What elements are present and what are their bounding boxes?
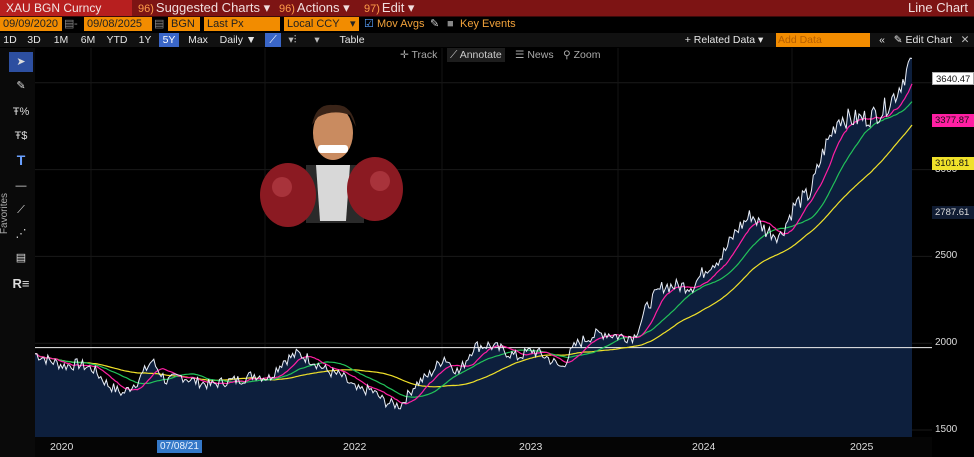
percent-tool-icon[interactable]: Ŧ% <box>12 106 30 118</box>
range-5y[interactable]: 5Y <box>159 33 179 47</box>
y-tick-label: 1500 <box>935 424 958 436</box>
x-axis: 2020 07/08/21 2022 2023 2024 2025 <box>35 437 932 457</box>
last-price-tag: 3640.47 <box>932 72 974 85</box>
suggested-charts-menu[interactable]: 96) Suggested Charts ▾ <box>132 0 282 16</box>
start-date-field[interactable]: 09/09/2020 <box>0 17 62 31</box>
collapse-icon[interactable]: « <box>879 34 885 46</box>
date-separator: - <box>74 18 78 30</box>
boxer-cartoon-image <box>260 104 403 227</box>
ruler-tool-icon[interactable]: R≡ <box>12 276 30 291</box>
actions-menu[interactable]: 96) Actions ▾ <box>273 0 367 16</box>
zoom-button[interactable]: ⚲ Zoom <box>563 49 601 61</box>
security-ticker[interactable]: XAU BGN Curncy <box>0 0 140 16</box>
x-tick-label: 2020 <box>50 441 74 453</box>
pen-tool-icon[interactable]: ✎ <box>16 80 26 92</box>
channel-tool-icon[interactable]: ⋰ <box>15 228 27 240</box>
text-tool-icon[interactable]: T <box>16 152 26 168</box>
pencil-icon[interactable]: ✎ <box>430 18 440 30</box>
key-events-checkbox[interactable]: ■ <box>447 18 454 30</box>
calendar-icon[interactable]: ▤ <box>64 18 75 30</box>
x-tick-label: 2024 <box>692 441 716 453</box>
field-select[interactable]: Last Px <box>204 17 280 31</box>
parameters-bar: 09/09/2020 ▤ - 09/08/2025 ▤ BGN Last Px … <box>0 17 974 32</box>
key-events-label[interactable]: Key Events <box>460 18 516 30</box>
table-button[interactable]: Table <box>339 34 365 46</box>
range-6m[interactable]: 6M <box>80 34 96 46</box>
news-button[interactable]: ☰ News <box>515 49 554 61</box>
range-1d[interactable]: 1D <box>3 34 17 46</box>
track-button[interactable]: ✛ Track <box>400 49 438 61</box>
y-axis: 1500 2000 2500 3000 3500 <box>932 48 974 437</box>
x-tick-label: 2025 <box>850 441 874 453</box>
cursor-tool-icon[interactable]: ➤ <box>9 52 33 72</box>
x-tick-label: 2022 <box>343 441 367 453</box>
chart-type-dropdown-icon[interactable]: ▾ <box>288 34 294 46</box>
range-max[interactable]: Max <box>188 34 208 46</box>
dollar-tool-icon[interactable]: Ŧ$ <box>14 130 28 142</box>
frequency-select[interactable]: Daily ▼ <box>219 34 257 46</box>
x-tick-label: 2023 <box>519 441 543 453</box>
related-data-button[interactable]: + Related Data ▾ <box>684 34 764 46</box>
price-line <box>35 57 913 410</box>
edit-chart-button[interactable]: ✎ Edit Chart <box>893 34 953 46</box>
edit-menu[interactable]: 97) Edit ▾ <box>358 0 440 16</box>
range-3d[interactable]: 3D <box>27 34 41 46</box>
currency-dropdown-icon[interactable]: ▾ <box>350 17 359 31</box>
currency-select[interactable]: Local CCY <box>284 17 350 31</box>
ma-tag-navy: 2787.61 <box>932 206 974 219</box>
annotate-button[interactable]: ⟋ Annotate <box>447 48 505 62</box>
source-field[interactable]: BGN <box>168 17 200 31</box>
add-data-input[interactable]: Add Data <box>776 33 870 47</box>
ma-tag-yellow: 3101.81 <box>932 157 974 170</box>
drawing-toolbar: ➤ ✎ Ŧ% Ŧ$ T — ⟋ ⋰ ▤ R≡ Favorites <box>0 48 35 457</box>
mov-avgs-label[interactable]: Mov Avgs <box>377 18 425 30</box>
range-ytd[interactable]: YTD <box>106 34 128 46</box>
price-area <box>35 58 912 437</box>
range-toolbar: 1D 3D 1M 6M YTD 1Y 5Y Max Daily ▼ ⟋ ▾ ⫶ … <box>0 33 974 47</box>
bar-type-dropdown-icon[interactable]: ▾ <box>314 34 320 46</box>
range-1m[interactable]: 1M <box>53 34 69 46</box>
fibonacci-tool-icon[interactable]: ▤ <box>15 252 27 264</box>
horizontal-line-tool-icon[interactable]: — <box>15 180 27 192</box>
ma-tag-pink: 3377.87 <box>932 114 974 127</box>
y-tick-label: 2500 <box>935 250 958 262</box>
trend-line-tool-icon[interactable]: ⟋ <box>17 204 25 216</box>
calendar-icon[interactable]: ▤ <box>154 18 165 30</box>
top-menu-bar: XAU BGN Curncy 96) Suggested Charts ▾ 96)… <box>0 0 974 17</box>
bar-chart-icon[interactable]: ⫶ <box>293 34 297 46</box>
crosshair-date-label: 07/08/21 <box>157 440 202 453</box>
price-chart[interactable] <box>0 48 932 437</box>
mov-avgs-checkbox[interactable]: ☑ <box>364 18 374 30</box>
chart-title: Line Chart <box>431 0 974 16</box>
close-icon[interactable]: ✕ <box>960 34 970 46</box>
end-date-field[interactable]: 09/08/2025 <box>84 17 152 31</box>
range-1y[interactable]: 1Y <box>138 34 152 46</box>
line-chart-icon[interactable]: ⟋ <box>265 33 281 47</box>
y-tick-label: 2000 <box>935 337 958 349</box>
